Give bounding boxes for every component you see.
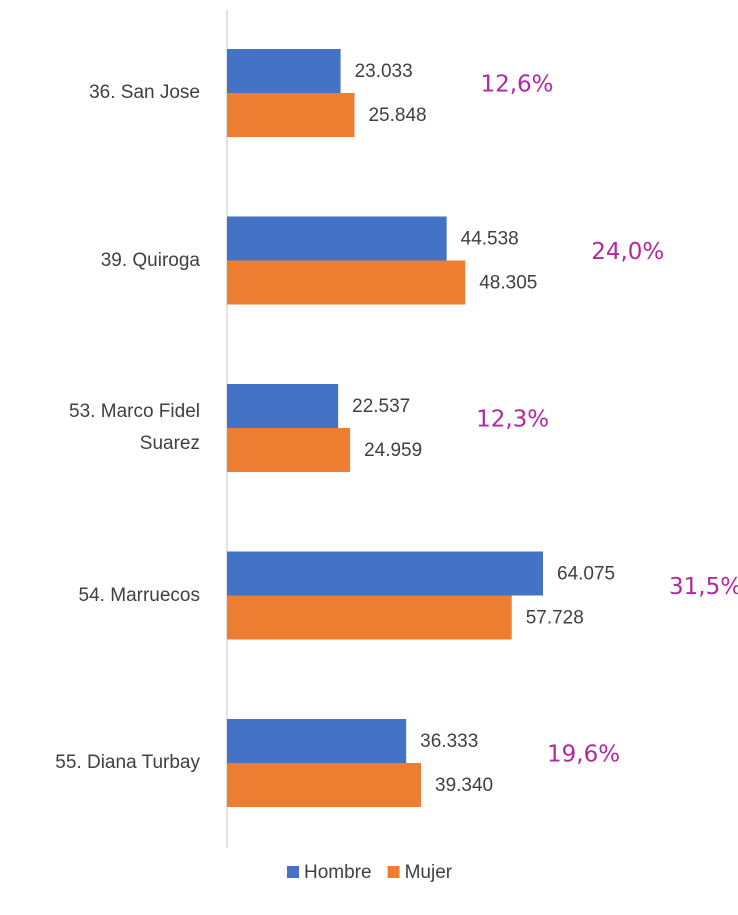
category-label-box: 55. Diana Turbay [55,752,200,773]
bar [227,428,351,472]
category-label-box: 36. San Jose [89,82,200,103]
value-label: 25.848 [368,105,426,126]
category-label: 39. Quiroga [100,249,200,271]
value-label: 23.033 [355,61,413,82]
category-label: 53. Marco Fidel Suarez [69,401,200,454]
value-label: 48.305 [479,273,537,294]
value-label: 64.075 [557,564,615,585]
legend-label: Mujer [405,862,453,883]
bar [227,595,512,640]
bar [227,719,407,763]
bar [227,384,339,428]
bar [227,551,543,596]
bar [227,49,341,93]
category-label-box: 53. Marco Fidel Suarez [69,401,200,454]
category-label-box: 39. Quiroga [100,249,200,271]
bar [227,216,447,261]
value-label: 24.959 [364,440,422,461]
value-label: 39.340 [435,775,493,796]
value-label: 36.333 [420,731,478,752]
bar [227,763,422,807]
category-label: 54. Marruecos [78,584,200,606]
category-label-box: 54. Marruecos [78,584,200,606]
legend-swatch [287,866,299,878]
legend-swatch [387,866,400,878]
category-label: 36. San Jose [89,82,200,103]
legend-label: Hombre [304,862,372,883]
bar [227,260,466,305]
annotation: 31,5% [669,574,738,600]
value-label: 57.728 [526,608,584,629]
annotation: 19,6% [547,742,620,768]
bar [227,93,355,137]
category-label: 55. Diana Turbay [55,752,200,773]
annotation: 12,3% [476,407,549,433]
annotation: 24,0% [591,239,664,265]
annotation: 12,6% [480,72,553,98]
value-label: 22.537 [352,396,410,417]
value-label: 44.538 [461,229,519,250]
